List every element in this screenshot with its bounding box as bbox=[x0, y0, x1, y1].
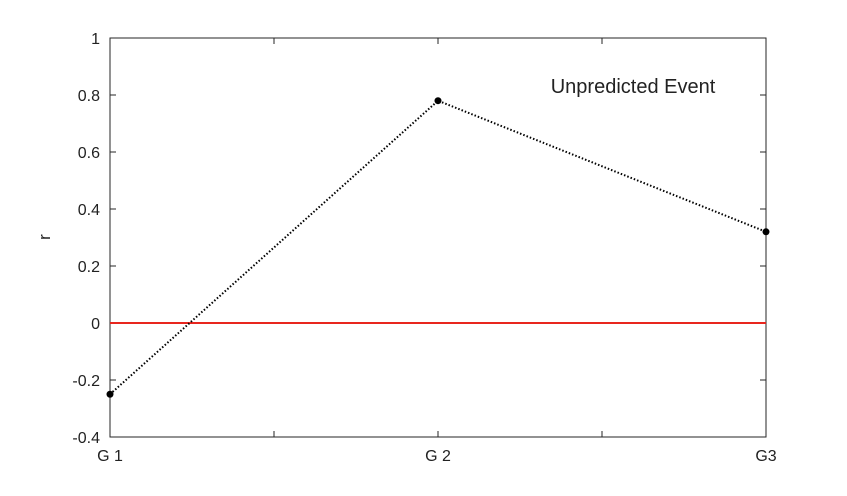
y-tick-label: 1 bbox=[91, 31, 100, 48]
plot-area bbox=[109, 37, 767, 438]
y-tick-label: 0.4 bbox=[78, 202, 100, 219]
y-axis-label: r bbox=[35, 234, 54, 240]
x-tick-label: G 1 bbox=[97, 448, 123, 465]
x-axis: G 1 G 2 G3 bbox=[97, 38, 777, 465]
data-point bbox=[106, 390, 114, 398]
y-tick-label: -0.4 bbox=[72, 430, 100, 447]
x-tick-label: G3 bbox=[755, 448, 776, 465]
plot-frame bbox=[109, 37, 767, 438]
y-tick-label: 0.2 bbox=[78, 259, 100, 276]
data-point bbox=[434, 97, 442, 105]
series-group bbox=[106, 97, 770, 398]
x-tick-label: G 2 bbox=[425, 448, 451, 465]
data-point bbox=[762, 228, 770, 236]
y-tick-label: -0.2 bbox=[72, 373, 100, 390]
y-tick-label: 0.8 bbox=[78, 88, 100, 105]
series-line bbox=[109, 99, 767, 395]
y-tick-label: 0 bbox=[91, 316, 100, 333]
y-tick-label: 0.6 bbox=[78, 145, 100, 162]
annotation-text: Unpredicted Event bbox=[551, 76, 716, 98]
